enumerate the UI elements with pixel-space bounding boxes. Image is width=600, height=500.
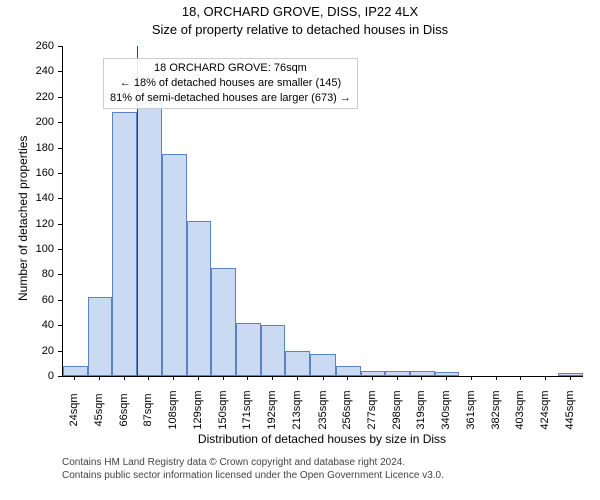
chart-title-2: Size of property relative to detached ho… <box>0 22 600 37</box>
y-tick-label: 240 <box>0 65 54 77</box>
y-tick-label: 180 <box>0 142 54 154</box>
y-tick-label: 40 <box>0 319 54 331</box>
x-tick-label: 45sqm <box>93 393 105 426</box>
y-tick-label: 260 <box>0 40 54 52</box>
x-tick-label: 298sqm <box>391 390 403 429</box>
histogram-bar <box>236 323 261 376</box>
histogram-bar <box>261 325 286 376</box>
y-tick-label: 0 <box>0 370 54 382</box>
x-tick-label: 171sqm <box>241 390 253 429</box>
annotation-line3: 81% of semi-detached houses are larger (… <box>110 91 351 106</box>
x-tick-label: 150sqm <box>217 390 229 429</box>
y-tick-label: 20 <box>0 345 54 357</box>
attribution-line2: Contains public sector information licen… <box>62 469 444 482</box>
x-tick-label: 277sqm <box>366 390 378 429</box>
x-tick-label: 256sqm <box>341 390 353 429</box>
chart-container: 18, ORCHARD GROVE, DISS, IP22 4LX Size o… <box>0 0 600 500</box>
x-tick-label: 361sqm <box>465 390 477 429</box>
histogram-bar <box>137 103 162 376</box>
x-tick-label: 424sqm <box>539 390 551 429</box>
histogram-bar <box>211 268 236 376</box>
y-tick-label: 140 <box>0 192 54 204</box>
y-tick-label: 60 <box>0 294 54 306</box>
x-tick-label: 213sqm <box>291 390 303 429</box>
chart-title-1: 18, ORCHARD GROVE, DISS, IP22 4LX <box>0 4 600 19</box>
histogram-bar <box>187 221 212 376</box>
y-tick-label: 100 <box>0 243 54 255</box>
x-axis-label: Distribution of detached houses by size … <box>62 432 582 446</box>
x-tick-label: 445sqm <box>564 390 576 429</box>
annotation-box: 18 ORCHARD GROVE: 76sqm ← 18% of detache… <box>103 58 358 109</box>
y-tick-label: 80 <box>0 268 54 280</box>
y-tick-label: 200 <box>0 116 54 128</box>
x-tick-label: 87sqm <box>142 393 154 426</box>
histogram-bar <box>63 366 88 376</box>
x-tick-label: 340sqm <box>440 390 452 429</box>
x-tick-label: 129sqm <box>192 390 204 429</box>
attribution-line1: Contains HM Land Registry data © Crown c… <box>62 456 444 469</box>
x-tick-label: 24sqm <box>68 393 80 426</box>
plot-area: 18 ORCHARD GROVE: 76sqm ← 18% of detache… <box>62 46 583 377</box>
annotation-line2: ← 18% of detached houses are smaller (14… <box>110 76 351 91</box>
y-tick-label: 220 <box>0 91 54 103</box>
histogram-bar <box>336 366 361 376</box>
histogram-bar <box>162 154 187 376</box>
histogram-bar <box>285 351 310 376</box>
histogram-bar <box>88 297 113 376</box>
histogram-bar <box>112 112 137 376</box>
x-tick-label: 108sqm <box>167 390 179 429</box>
y-tick-label: 160 <box>0 167 54 179</box>
attribution: Contains HM Land Registry data © Crown c… <box>62 456 444 482</box>
x-tick-label: 66sqm <box>118 393 130 426</box>
x-tick-label: 403sqm <box>514 390 526 429</box>
y-tick-label: 120 <box>0 218 54 230</box>
annotation-line1: 18 ORCHARD GROVE: 76sqm <box>110 61 351 76</box>
x-tick-label: 235sqm <box>317 390 329 429</box>
x-tick-label: 319sqm <box>415 390 427 429</box>
x-tick-label: 192sqm <box>266 390 278 429</box>
x-tick-label: 382sqm <box>490 390 502 429</box>
histogram-bar <box>310 354 336 376</box>
